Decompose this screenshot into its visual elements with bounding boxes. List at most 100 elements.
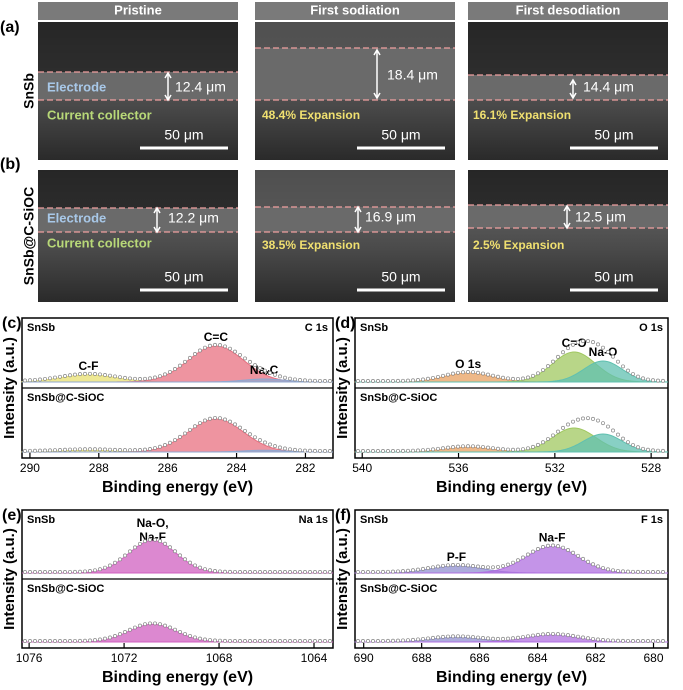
fit-point — [253, 570, 257, 574]
fit-point — [218, 638, 222, 643]
collector-label: Current collector — [47, 235, 152, 250]
fit-point — [591, 340, 595, 345]
fit-point — [471, 370, 475, 375]
fit-point — [621, 638, 625, 643]
fit-point — [88, 638, 92, 643]
fit-point — [83, 569, 87, 574]
fit-point — [381, 638, 385, 643]
fit-point — [561, 425, 565, 430]
fit-point — [376, 379, 380, 383]
fit-point — [496, 374, 500, 379]
fit-point — [43, 639, 47, 643]
fit-point — [366, 379, 370, 383]
peak — [22, 540, 333, 574]
fit-point — [63, 447, 67, 452]
fit-point — [68, 373, 72, 378]
fit-point — [228, 346, 232, 351]
fit-point — [268, 442, 272, 447]
fit-point — [308, 448, 312, 453]
row-label: SnSb — [21, 73, 37, 109]
arrow-head — [569, 78, 577, 86]
fit-point — [521, 447, 525, 452]
fit-point — [283, 639, 287, 643]
fit-point — [118, 375, 122, 380]
fit-point — [381, 569, 385, 574]
sem-top — [38, 170, 238, 208]
fit-point — [466, 444, 470, 449]
fit-point — [128, 376, 132, 381]
fit-point — [646, 447, 650, 452]
electrode-layer — [468, 205, 668, 228]
arrow-head — [563, 204, 571, 212]
fit-point — [298, 570, 302, 574]
fit-point — [506, 447, 510, 452]
fit-point — [203, 418, 207, 423]
fit-point — [631, 638, 635, 643]
column-header: Pristine — [114, 2, 162, 17]
fit-point — [551, 631, 555, 636]
fit-point — [123, 630, 127, 634]
scale-label: 50 μm — [164, 269, 203, 285]
fit-point — [656, 570, 660, 574]
fit-point — [233, 349, 237, 354]
fit-point — [78, 372, 82, 377]
fit-point — [243, 428, 247, 433]
fit-point — [173, 549, 177, 554]
fit-point — [263, 440, 267, 445]
fit-point — [561, 350, 565, 355]
fit-point — [381, 379, 385, 383]
fit-point — [293, 377, 297, 382]
fit-point — [531, 373, 535, 378]
fit-point — [476, 564, 480, 569]
fit-point — [288, 447, 292, 452]
fit-point — [133, 545, 137, 550]
scale-label: 50 μm — [594, 269, 633, 285]
fit-point — [318, 570, 322, 574]
fit-point — [183, 431, 187, 436]
fit-point — [278, 570, 282, 574]
fit-point — [83, 447, 87, 452]
sample-label: SnSb@C-SiOC — [27, 392, 104, 404]
element-label: F 1s — [641, 514, 663, 526]
x-tick-label: 536 — [449, 461, 469, 475]
fit-point — [421, 377, 425, 382]
fit-point — [238, 570, 242, 574]
arrow-head — [153, 226, 161, 234]
x-tick-label: 528 — [641, 461, 661, 475]
fit-point — [278, 445, 282, 450]
electrode-layer — [468, 75, 668, 100]
fit-point — [98, 372, 102, 377]
fit-point — [406, 638, 410, 643]
fit-point — [58, 570, 62, 574]
fit-point — [516, 558, 520, 563]
fit-point — [491, 373, 495, 378]
fit-point — [566, 346, 570, 351]
fit-point — [158, 539, 162, 544]
fit-point — [148, 537, 152, 542]
fit-point — [366, 570, 370, 574]
fit-point — [391, 378, 395, 383]
fit-point — [426, 447, 430, 452]
fit-point — [93, 447, 97, 452]
fit-point — [656, 448, 660, 453]
fit-point — [361, 570, 365, 574]
fit-point — [636, 445, 640, 450]
fit-point — [88, 371, 92, 376]
fit-point — [133, 625, 137, 630]
x-tick-label: 1064 — [301, 651, 328, 665]
arrow-head — [164, 94, 172, 102]
fit-point — [198, 565, 202, 570]
fit-point — [213, 342, 217, 347]
fit-point — [616, 432, 620, 437]
fit-point — [308, 570, 312, 574]
fit-point — [581, 635, 585, 640]
fit-point — [48, 376, 52, 381]
collector-label: Current collector — [47, 107, 152, 122]
fit-point — [456, 444, 460, 449]
fit-point — [23, 639, 27, 643]
fit-point — [556, 354, 560, 359]
fit-point — [386, 449, 390, 453]
x-tick-label: 682 — [586, 651, 606, 665]
x-axis-title: Binding energy (eV) — [436, 669, 587, 686]
fit-point — [33, 377, 37, 382]
